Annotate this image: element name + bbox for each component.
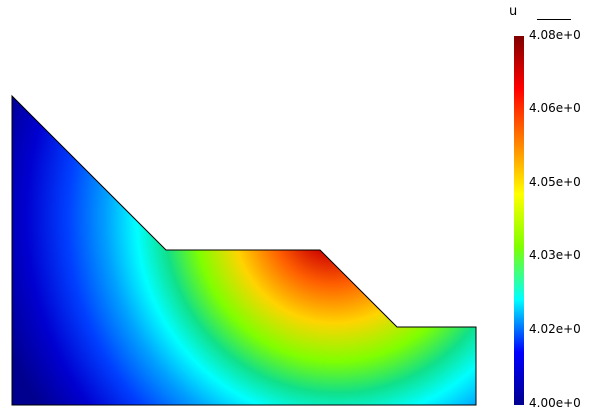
colorbar-tick-label: 4.05e+0 [529, 175, 581, 189]
colorbar-tick-label: 4.08e+0 [529, 28, 581, 42]
variable-label: u [509, 4, 518, 19]
legend-line [537, 19, 571, 20]
colorbar-tick-label: 4.02e+0 [529, 322, 581, 336]
colorbar-tick-label: 4.00e+0 [529, 396, 581, 410]
domain-shape [11, 94, 477, 406]
colorbar-tick-label: 4.03e+0 [529, 248, 581, 262]
colorbar-tick-label: 4.06e+0 [529, 101, 581, 115]
colorbar [514, 36, 524, 405]
